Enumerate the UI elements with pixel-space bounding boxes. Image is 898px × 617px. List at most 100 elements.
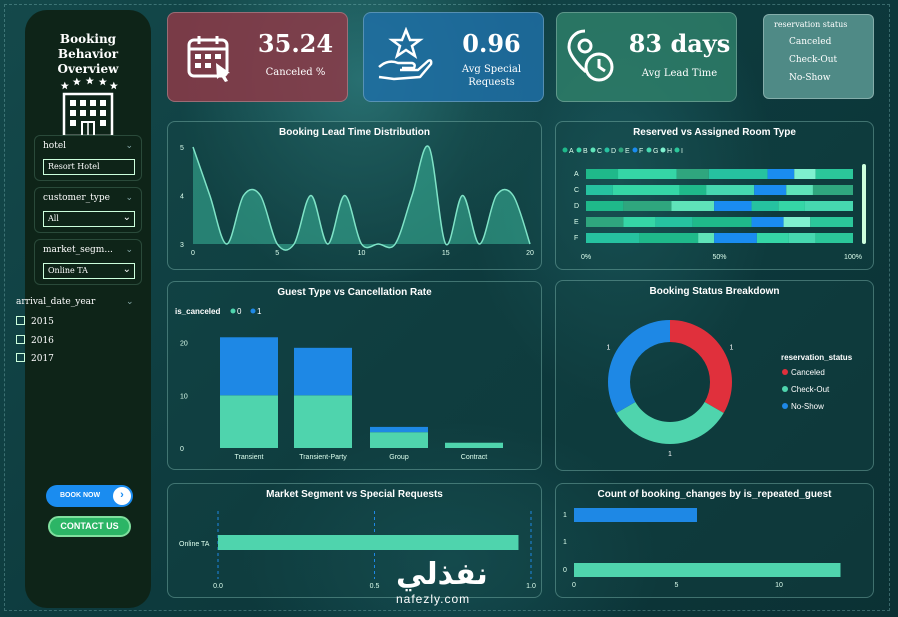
- room-category-label: F: [574, 235, 578, 242]
- kpi-value: 0.96: [462, 29, 521, 58]
- legend-dot: [782, 369, 788, 375]
- legend-label: 0: [237, 307, 242, 316]
- lead-time-panel: Booking Lead Time Distribution 5 4 3 0 5 10 15…: [167, 121, 542, 270]
- y-tick-label: 10: [180, 393, 188, 400]
- status-option-canceled[interactable]: Canceled: [789, 37, 832, 47]
- year-checkbox-2015[interactable]: 2015: [16, 316, 54, 327]
- room-bar-segment: [706, 185, 755, 195]
- room-bar-segment: [612, 185, 680, 195]
- checkbox[interactable]: [16, 353, 25, 362]
- x-tick-label: 5: [275, 250, 279, 257]
- slicer-title: reservation status: [774, 20, 848, 29]
- customer-type-slicer[interactable]: customer_type ⌄ All ⌄: [34, 187, 142, 233]
- kpi-label: Avg Special Requests: [461, 64, 522, 88]
- calendar-icon: [186, 33, 234, 88]
- room-bar-segment: [815, 233, 853, 243]
- x-category-label: Transient: [235, 454, 264, 461]
- dropdown-arrow-icon[interactable]: ⌄: [122, 264, 131, 275]
- hotel-slicer[interactable]: hotel ⌄ Resort Hotel: [34, 135, 142, 181]
- year-checkbox-2017[interactable]: 2017: [16, 353, 54, 364]
- y-tick-label: 0: [180, 446, 184, 453]
- slice-label: 1: [730, 345, 734, 352]
- y-category-label: 1: [563, 512, 567, 519]
- kpi-lead-time-card: 83 days Avg Lead Time: [556, 12, 737, 102]
- status-option-check-out[interactable]: Check-Out: [789, 55, 838, 65]
- panel-title: Count of booking_changes by is_repeated_…: [597, 489, 832, 500]
- market-segment-panel: Market Segment vs Special Requests 0.0 0.…: [167, 483, 542, 598]
- status-breakdown-panel: Booking Status Breakdown 1 1 1 reservation_…: [555, 280, 874, 471]
- status-option-no-show[interactable]: No-Show: [789, 73, 831, 83]
- x-category-label: Group: [389, 454, 409, 461]
- selected-value: Resort Hotel: [48, 162, 100, 171]
- booking-changes-panel: Count of booking_changes by is_repeated_…: [555, 483, 874, 598]
- legend-label: A: [569, 148, 574, 155]
- x-category-label: Transient-Party: [299, 454, 347, 461]
- x-tick-label: 10: [775, 582, 783, 589]
- chevron-down-icon[interactable]: ⌄: [125, 192, 133, 202]
- chevron-down-icon[interactable]: ⌄: [126, 296, 134, 306]
- year-checkbox-2016[interactable]: 2016: [16, 335, 54, 346]
- checkbox[interactable]: [16, 316, 25, 325]
- star-hand-icon: [376, 26, 434, 88]
- legend-dot: [604, 147, 610, 153]
- x-tick-label: 0: [191, 250, 195, 257]
- guest-type-chart: is_canceled 0 1 20 10 0 Transient Transient-Par…: [175, 307, 503, 461]
- panel-title: Reserved vs Assigned Room Type: [633, 127, 796, 138]
- y-category-label: Online TA: [179, 541, 210, 548]
- hotel-select[interactable]: Resort Hotel: [43, 159, 135, 175]
- room-bar-segment: [751, 217, 784, 227]
- room-bar-segment: [623, 217, 656, 227]
- guest-bar-segment: [445, 442, 503, 448]
- slicer-label: customer_type: [43, 193, 110, 203]
- room-bar-segment: [671, 201, 715, 211]
- legend-label: I: [681, 148, 683, 155]
- guest-bar-segment: [220, 395, 278, 448]
- sidebar: Booking Behavior Overview hotel ⌄ Resort…: [25, 10, 151, 608]
- room-bar-segment: [708, 169, 768, 179]
- legend-title: is_canceled: [175, 307, 220, 316]
- x-tick-label: 0.0: [213, 583, 223, 590]
- room-bar-segment: [586, 185, 613, 195]
- selected-value: All: [48, 214, 59, 223]
- panel-title: Guest Type vs Cancellation Rate: [277, 287, 432, 298]
- legend-dot: [230, 308, 236, 314]
- legend-dot: [782, 403, 788, 409]
- contact-us-button[interactable]: CONTACT US: [48, 516, 131, 537]
- legend-dot: [674, 147, 680, 153]
- legend-label: D: [611, 148, 616, 155]
- changes-bar: [574, 508, 697, 522]
- legend-label: 1: [257, 307, 262, 316]
- room-bar-segment: [767, 169, 795, 179]
- reservation-status-slicer[interactable]: reservation status Canceled Check-Out No…: [763, 14, 874, 99]
- x-category-label: Contract: [461, 454, 488, 461]
- guest-bar-segment: [294, 395, 352, 448]
- lead-time-area: [193, 145, 530, 251]
- chevron-down-icon[interactable]: ⌄: [125, 244, 133, 254]
- dropdown-arrow-icon[interactable]: ⌄: [122, 212, 131, 223]
- room-category-label: D: [574, 203, 579, 210]
- room-category-label: A: [574, 171, 579, 178]
- legend-dot: [646, 147, 652, 153]
- customer-type-select[interactable]: All ⌄: [43, 211, 135, 227]
- legend-dot: [576, 147, 582, 153]
- kpi-value: 83 days: [628, 29, 731, 58]
- market-segment-select[interactable]: Online TA ⌄: [43, 263, 135, 279]
- panel-title: Booking Status Breakdown: [649, 286, 780, 297]
- guest-bar-segment: [370, 432, 428, 448]
- room-bar-segment: [655, 217, 693, 227]
- legend-dot: [618, 147, 624, 153]
- legend-label: G: [653, 148, 658, 155]
- slicer-label: market_segm...: [43, 245, 113, 255]
- lead-time-line: [192, 145, 531, 251]
- market-segment-slicer[interactable]: market_segm... ⌄ Online TA ⌄: [34, 239, 142, 285]
- slicer-label: hotel: [43, 141, 67, 151]
- chevron-down-icon[interactable]: ⌄: [125, 140, 133, 150]
- legend-label: C: [597, 148, 602, 155]
- book-now-button[interactable]: BOOK NOW ›: [46, 485, 133, 507]
- selected-value: Online TA: [48, 266, 88, 275]
- room-bar-segment: [676, 169, 709, 179]
- canvas-frame: [4, 4, 890, 611]
- checkbox[interactable]: [16, 335, 25, 344]
- room-bar-segment: [815, 169, 853, 179]
- room-bar-segment: [788, 233, 816, 243]
